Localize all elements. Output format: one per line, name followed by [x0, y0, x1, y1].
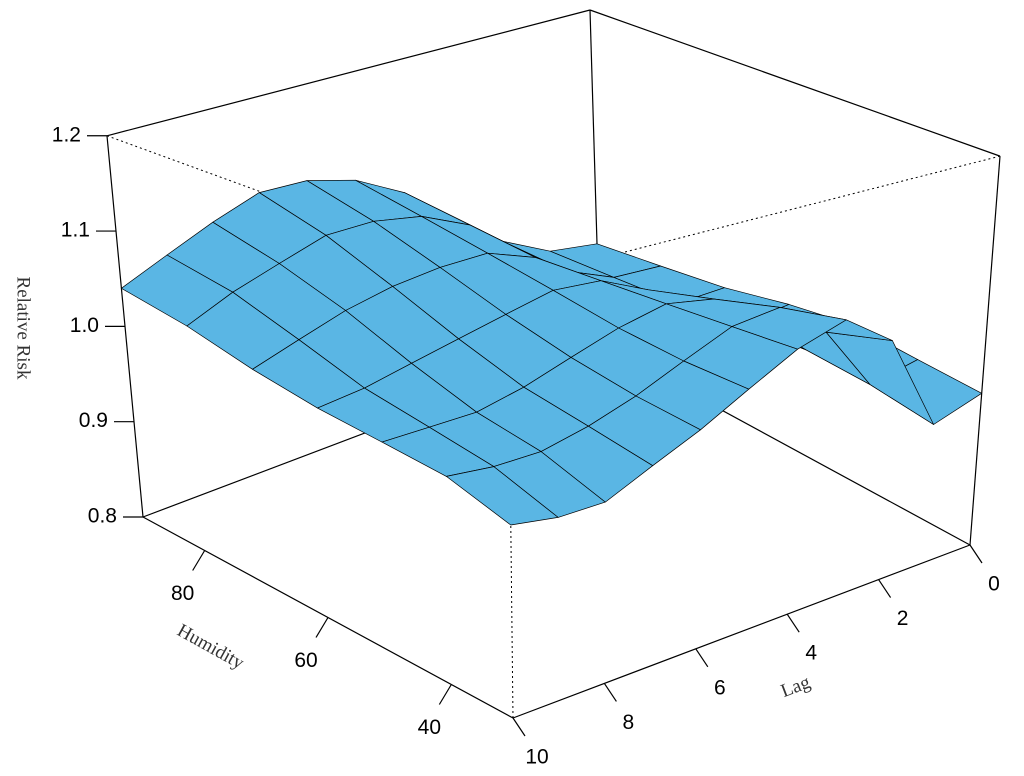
- surface-facet: [446, 466, 559, 526]
- lag-tick-label: 2: [897, 607, 909, 630]
- surface: [121, 179, 983, 526]
- lag-tick: [603, 683, 617, 702]
- box-edge: [512, 544, 971, 719]
- lag-tick: [969, 544, 983, 564]
- lag-tick: [695, 648, 709, 668]
- lag-tick: [512, 717, 526, 737]
- lag-axis-title: Lag: [778, 672, 814, 702]
- lag-tick-label: 8: [623, 711, 635, 734]
- lag-tick: [786, 613, 800, 633]
- humidity-tick-label: 60: [294, 649, 317, 672]
- z-tick-label: 1.0: [70, 314, 99, 337]
- lag-tick-label: 0: [988, 573, 1000, 596]
- box-edge: [106, 9, 591, 137]
- humidity-axis-title: Humidity: [174, 620, 248, 674]
- humidity-tick-label: 80: [171, 582, 194, 605]
- z-tick-label: 1.2: [52, 123, 81, 146]
- lag-tick-label: 10: [525, 746, 548, 769]
- lag-tick-label: 4: [805, 642, 817, 665]
- z-tick-label: 1.1: [61, 219, 90, 242]
- humidity-tick: [192, 550, 206, 571]
- z-axis-title: Relative Risk: [13, 277, 34, 380]
- box-edge: [589, 9, 1001, 157]
- humidity-tick: [315, 617, 329, 638]
- box-edge: [969, 156, 1001, 546]
- humidity-tick: [438, 684, 452, 705]
- humidity-tick-label: 40: [418, 716, 441, 739]
- lag-tick-label: 6: [714, 676, 726, 699]
- z-tick-label: 0.9: [79, 409, 108, 432]
- z-tick-label: 0.8: [88, 505, 117, 528]
- lag-tick: [878, 579, 892, 598]
